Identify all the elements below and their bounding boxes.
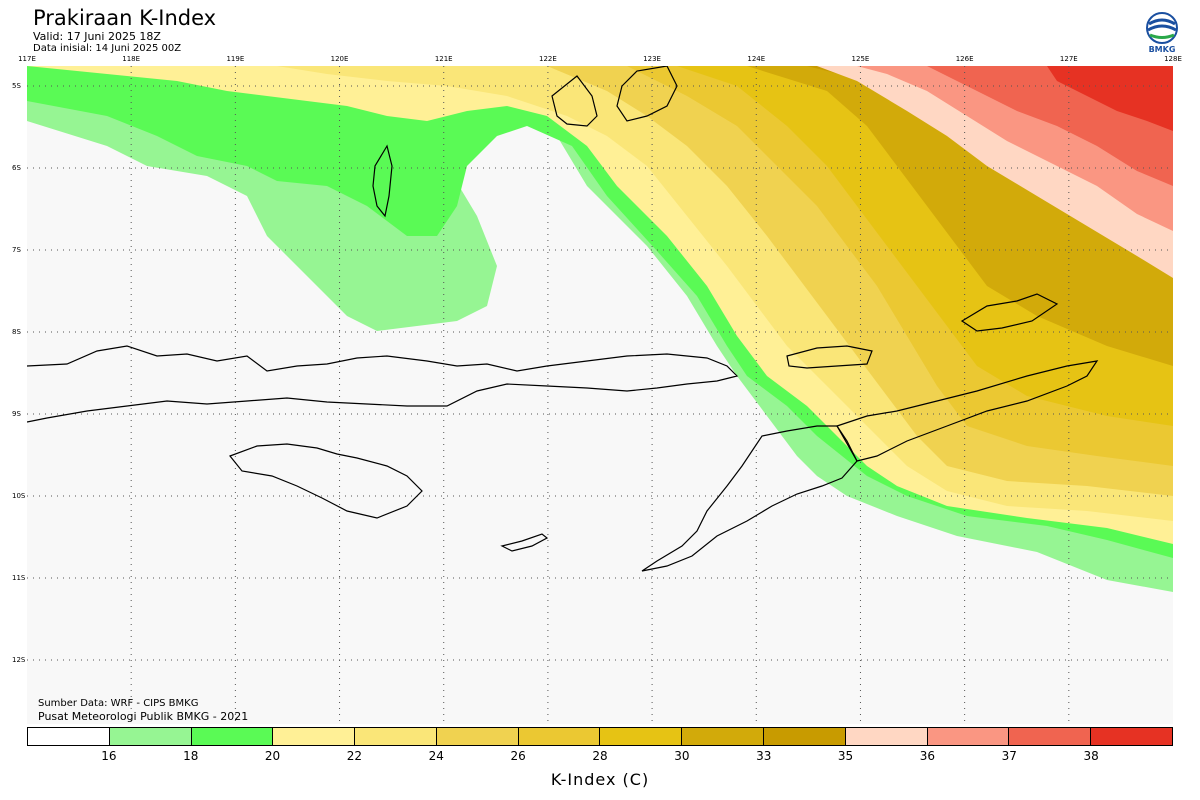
legend-tick-label: 20 xyxy=(264,749,281,763)
valid-time: Valid: 17 Juni 2025 18Z xyxy=(33,30,161,43)
lat-label-12S: 12S xyxy=(12,656,26,664)
data-source-credit: Sumber Data: WRF - CIPS BMKG xyxy=(38,698,199,709)
lon-label-117E: 117E xyxy=(18,55,36,63)
legend-tick-label: 38 xyxy=(1083,749,1099,763)
legend-swatch xyxy=(355,728,437,745)
coast-alor xyxy=(786,345,873,369)
coast-timor-east xyxy=(836,360,1099,462)
coast-flores-north xyxy=(616,66,678,122)
coast-wetar xyxy=(960,293,1059,332)
coast-rote xyxy=(500,533,549,552)
legend-tick-label: 36 xyxy=(919,749,936,763)
legend-swatch xyxy=(109,728,192,745)
lon-label-123E: 123E xyxy=(643,55,661,63)
legend-swatch xyxy=(845,728,928,745)
lon-label-128E: 128E xyxy=(1164,55,1182,63)
lat-label-6S: 6S xyxy=(12,164,21,172)
legend-swatch xyxy=(927,728,1010,745)
colorbar-title: K-Index (C) xyxy=(550,770,650,789)
coast-timor xyxy=(641,425,858,572)
lat-label-11S: 11S xyxy=(12,574,26,582)
legend-swatch xyxy=(682,728,765,745)
legend-tick-label: 37 xyxy=(1001,749,1017,763)
kindex-band-38-plus xyxy=(1047,66,1173,131)
coast-sulawesi-south xyxy=(372,144,393,218)
lon-label-125E: 125E xyxy=(851,55,870,63)
legend-tick-label: 26 xyxy=(510,749,526,763)
initial-data-time: Data inisial: 14 Juni 2025 00Z xyxy=(33,43,182,54)
legend-swatch xyxy=(436,728,519,745)
legend-tick-label: 35 xyxy=(837,749,854,763)
legend-swatch xyxy=(191,728,274,745)
legend-tick-label: 22 xyxy=(346,749,363,763)
lon-label-120E: 120E xyxy=(330,55,349,63)
lon-label-127E: 127E xyxy=(1059,55,1078,63)
map-grid xyxy=(27,66,1173,724)
legend-swatch xyxy=(600,728,683,745)
lat-label-5S: 5S xyxy=(12,82,21,90)
coast-buton xyxy=(551,75,598,127)
legend-tick-label: 16 xyxy=(101,749,117,763)
lon-label-124E: 124E xyxy=(747,55,766,63)
legend-swatch xyxy=(273,728,356,745)
lat-label-7S: 7S xyxy=(12,246,21,254)
legend-tick-label: 18 xyxy=(183,749,199,763)
lat-label-8S: 8S xyxy=(12,328,21,336)
lon-label-122E: 122E xyxy=(539,55,557,63)
legend-swatch xyxy=(1009,728,1092,745)
page-title: Prakiraan K-Index xyxy=(33,6,217,30)
lon-label-119E: 119E xyxy=(226,55,245,63)
coastlines xyxy=(27,66,1099,572)
legend-tick-label: 24 xyxy=(428,749,444,763)
legend-tick-label: 30 xyxy=(674,749,690,763)
logo-text: BMKG xyxy=(1148,45,1176,54)
lat-label-10S: 10S xyxy=(12,492,26,500)
publisher-credit: Pusat Meteorologi Publik BMKG - 2021 xyxy=(38,710,249,723)
lat-label-9S: 9S xyxy=(12,410,21,418)
legend-swatch xyxy=(764,728,846,745)
lon-label-121E: 121E xyxy=(434,55,453,63)
legend-tick-label: 33 xyxy=(756,749,772,763)
lon-label-126E: 126E xyxy=(955,55,974,63)
bmkg-logo-icon xyxy=(1146,12,1178,44)
coast-sumba xyxy=(229,443,423,519)
legend-swatch xyxy=(1091,728,1172,745)
legend-swatch xyxy=(518,728,601,745)
legend-tick-label: 28 xyxy=(592,749,608,763)
k-index-map xyxy=(27,66,1173,724)
colorbar-legend xyxy=(27,727,1173,746)
coast-sumbawa-lombok-flores xyxy=(27,345,739,423)
legend-swatch xyxy=(28,728,110,745)
lon-label-118E: 118E xyxy=(122,55,141,63)
